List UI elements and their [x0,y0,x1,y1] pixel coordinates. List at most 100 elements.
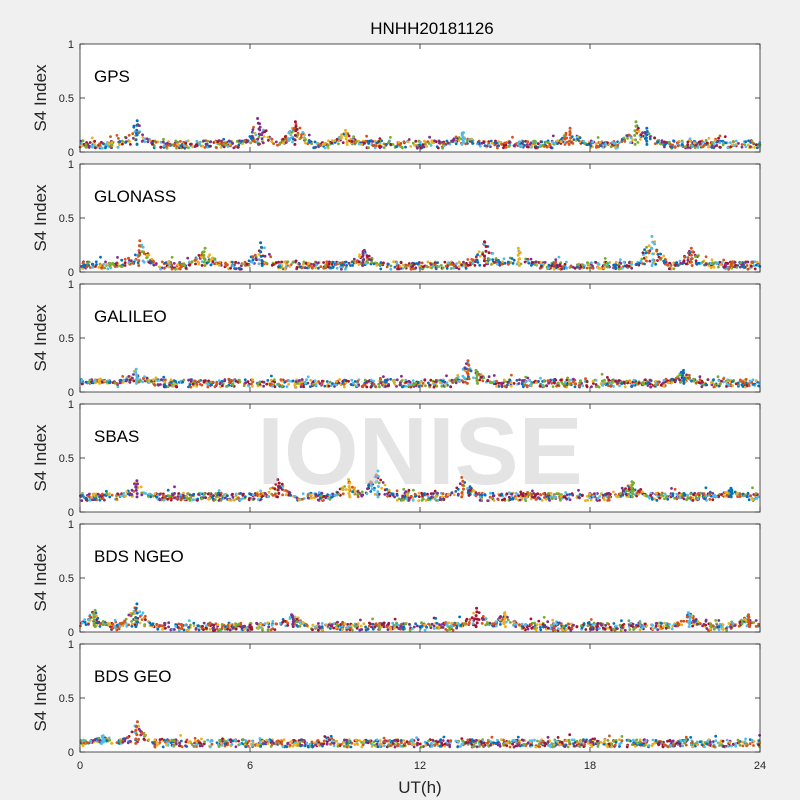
data-point [250,130,254,134]
data-point [698,375,702,379]
data-point [553,381,556,385]
data-point [512,258,516,262]
data-point [247,259,251,263]
data-point [442,142,446,145]
spike-point [475,376,478,380]
data-point [115,134,119,137]
data-point [337,142,340,146]
data-point [600,372,604,376]
data-point [130,493,134,496]
data-point [496,146,499,150]
data-point [518,140,521,144]
data-point [721,623,725,626]
data-point [98,143,102,147]
data-point [179,140,182,143]
data-point [617,379,621,382]
data-point [226,145,230,148]
data-point [86,261,90,265]
data-point [581,263,584,266]
data-point [406,140,410,144]
spike-point [681,374,684,378]
data-point [654,624,658,628]
data-point [163,383,167,387]
data-point [191,382,195,386]
data-point [152,494,155,498]
data-point [483,144,487,148]
data-point [641,382,645,386]
data-point [630,263,633,266]
data-point [612,490,615,494]
data-point [615,624,618,628]
data-point [547,266,550,270]
data-point [726,146,730,150]
data-point [606,499,610,502]
data-point [662,384,666,387]
data-point [751,498,755,502]
data-point [287,379,291,383]
data-point [335,138,339,141]
data-point [632,378,636,382]
data-point [548,143,552,147]
data-point [331,265,335,269]
data-point [645,494,648,498]
data-point [427,142,431,145]
data-point [298,265,302,269]
data-point [511,262,515,265]
data-point [588,492,591,496]
data-point [717,384,721,388]
data-point [495,384,498,388]
spike-point [651,252,655,256]
data-point [744,260,747,264]
data-point [565,266,568,270]
data-point [317,266,320,270]
data-point [127,133,131,137]
data-point [159,145,163,149]
spike-point [645,139,649,143]
data-point [291,140,294,144]
spike-point [203,264,207,267]
data-point [644,251,648,255]
data-point [432,385,436,389]
data-point [653,136,657,140]
data-point [710,381,713,385]
data-point [156,379,159,383]
spike-point [203,246,207,250]
spike-point [134,138,138,142]
data-point [352,135,355,139]
data-point [127,261,131,265]
data-point [186,492,190,495]
data-point [740,383,744,387]
data-point [430,139,434,143]
data-point [455,262,458,265]
data-point [480,141,484,145]
data-point [341,261,345,264]
data-point [103,379,107,383]
data-point [470,137,473,141]
data-point [80,378,84,382]
data-point [319,265,323,268]
data-point [129,143,132,146]
data-point [283,135,287,139]
data-point [124,136,128,140]
data-point [351,381,355,385]
data-point [145,137,149,141]
data-point [223,496,227,500]
data-point [327,262,331,266]
data-point [358,253,361,257]
data-point [662,378,666,382]
data-point [556,142,559,146]
spike-point [729,486,733,490]
data-point [357,263,361,266]
data-point [678,373,682,377]
data-point [140,243,144,247]
y-tick-label: 0.5 [59,333,74,345]
data-point [479,144,482,148]
data-point [217,379,221,382]
data-point [411,141,415,145]
data-point [707,136,711,140]
y-tick-label: 0 [68,147,74,159]
data-point [232,146,236,150]
panel-label: SBAS [94,427,139,446]
data-point [442,144,446,148]
data-point [276,143,279,147]
